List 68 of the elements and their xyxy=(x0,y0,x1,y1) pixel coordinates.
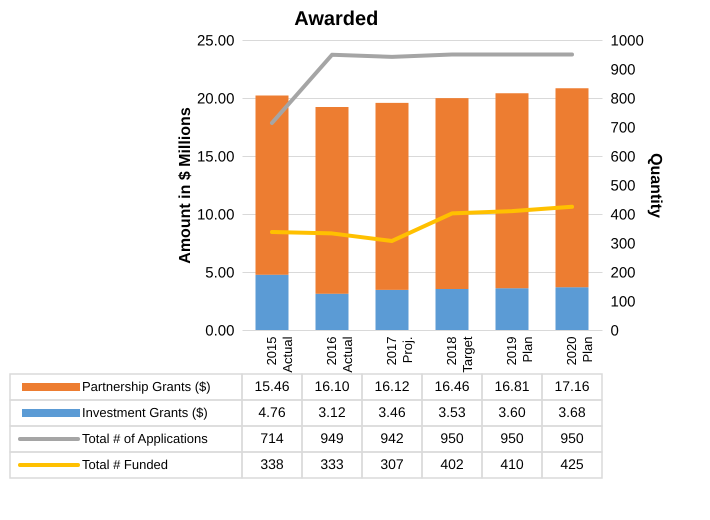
data-label: 950 xyxy=(500,430,524,446)
y-tick-label: 15.00 xyxy=(196,148,234,166)
data-label: 338 xyxy=(260,456,284,472)
y-axis-title: Amount in $ Millions xyxy=(176,107,194,264)
y2-tick-label: 700 xyxy=(610,120,636,136)
y2-tick-label: 900 xyxy=(610,62,636,78)
x-tick-label: 2018 Target xyxy=(444,336,475,373)
data-label: 333 xyxy=(320,456,344,472)
legend-label: Partnership Grants ($) xyxy=(82,379,211,394)
data-label: 16.10 xyxy=(314,378,350,394)
bar xyxy=(436,98,468,290)
y2-tick-label: 400 xyxy=(610,206,636,224)
data-label: 16.46 xyxy=(434,378,470,394)
x-tick-label: 2016 Actual xyxy=(324,336,355,373)
data-label: 4.76 xyxy=(258,404,286,420)
legend-label: Investment Grants ($) xyxy=(82,405,208,420)
data-label: 949 xyxy=(320,430,344,446)
y2-tick-label: 100 xyxy=(610,294,636,310)
data-label: 410 xyxy=(500,456,524,472)
y-tick-label: 20.00 xyxy=(196,90,234,108)
x-tick-label: 2015 Actual xyxy=(264,336,295,373)
y2-tick-label: 300 xyxy=(610,236,636,252)
y2-tick-label: 800 xyxy=(610,90,636,108)
bar xyxy=(376,102,408,290)
bar xyxy=(556,88,588,288)
bar xyxy=(376,290,408,330)
y2-tick-label: 200 xyxy=(610,264,636,282)
data-label: 425 xyxy=(560,456,584,472)
y2-axis-title: Quantity xyxy=(646,153,664,218)
y2-tick-label: 600 xyxy=(610,148,636,166)
y-tick-label: 0.00 xyxy=(205,322,234,340)
data-label: 714 xyxy=(260,430,284,446)
data-label: 16.12 xyxy=(374,378,410,394)
y-tick-label: 10.00 xyxy=(196,206,234,224)
data-label: 3.12 xyxy=(318,404,346,420)
legend-label: Total # Funded xyxy=(82,457,168,472)
bar xyxy=(436,289,468,330)
x-tick-label: 2020 Plan xyxy=(564,336,595,366)
bar xyxy=(256,274,288,330)
x-tick-label: 2019 Plan xyxy=(504,336,535,366)
y2-tick-label: 1000 xyxy=(610,32,644,50)
bar xyxy=(496,93,528,288)
data-label: 3.46 xyxy=(378,404,406,420)
bar xyxy=(316,107,348,294)
x-tick-label: 2017 Proj. xyxy=(384,336,415,366)
chart-title: Awarded xyxy=(294,8,378,30)
data-label: 3.68 xyxy=(558,404,586,420)
bar xyxy=(256,95,288,275)
data-label: 17.16 xyxy=(554,378,590,394)
bar xyxy=(556,287,588,330)
data-label: 307 xyxy=(380,456,404,472)
legend-label: Total # of Applications xyxy=(82,431,208,446)
y2-tick-label: 500 xyxy=(610,178,636,194)
data-label: 942 xyxy=(380,430,404,446)
bar xyxy=(316,294,348,330)
data-label: 3.60 xyxy=(498,404,526,420)
line-series xyxy=(270,52,574,125)
data-label: 402 xyxy=(440,456,464,472)
y2-tick-label: 0 xyxy=(610,322,619,340)
y-tick-label: 25.00 xyxy=(196,32,234,50)
data-label: 15.46 xyxy=(254,378,290,394)
data-label: 950 xyxy=(440,430,464,446)
bar xyxy=(496,288,528,330)
data-label: 950 xyxy=(560,430,584,446)
line-series xyxy=(270,204,574,243)
data-label: 3.53 xyxy=(438,404,466,420)
data-label: 16.81 xyxy=(494,378,530,394)
y-tick-label: 5.00 xyxy=(205,264,234,282)
